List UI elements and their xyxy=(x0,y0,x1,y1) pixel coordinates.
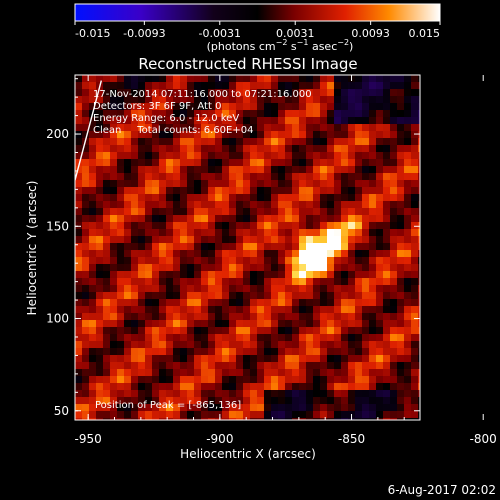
colorbar-tick-label: -0.0031 xyxy=(199,27,241,40)
plot-frame xyxy=(74,74,421,421)
x-axis-label: Heliocentric X (arcsec) xyxy=(180,447,316,461)
colorbar-tick-label: 0.015 xyxy=(409,27,441,40)
chart-title: Reconstructed RHESSI Image xyxy=(138,55,357,73)
colorbar-unit: (photons cm−2 s−1 asec−2) xyxy=(207,38,354,53)
annotation-block: 17-Nov-2014 07:11:16.000 to 07:21:16.000… xyxy=(93,89,312,136)
x-tick-label: -800 xyxy=(470,432,497,446)
annotation-energy: Energy Range: 6.0 - 12.0 keV xyxy=(93,113,239,124)
annotation-detectors: Detectors: 3F 6F 9F, Att 0 xyxy=(93,101,221,112)
y-axis-label: Heliocentric Y (arcsec) xyxy=(25,181,39,316)
y-axis-ticks: 50 100 150 200 xyxy=(46,78,420,418)
colorbar-tick-label: -0.015 xyxy=(75,27,110,40)
peak-position-label: Position of Peak = [-865,136] xyxy=(95,400,241,411)
annotation-time: 17-Nov-2014 07:11:16.000 to 07:21:16.000 xyxy=(93,89,312,100)
colorbar-tick-label: 0.0093 xyxy=(351,27,390,40)
y-tick-label: 50 xyxy=(54,404,69,418)
y-tick-label: 150 xyxy=(46,219,69,233)
y-tick-label: 200 xyxy=(46,127,69,141)
x-tick-label: -850 xyxy=(338,432,365,446)
colorbar-tick-label: 0.0031 xyxy=(276,27,315,40)
colorbar-tick-label: -0.0093 xyxy=(123,27,165,40)
footer-timestamp: 6-Aug-2017 02:02 xyxy=(388,483,496,497)
colorbar xyxy=(74,3,441,22)
x-tick-label: -950 xyxy=(75,432,102,446)
solar-limb-line xyxy=(75,80,103,181)
y-tick-label: 100 xyxy=(46,312,69,326)
x-axis-ticks: -950 -900 -850 -800 xyxy=(75,75,497,446)
colorbar-ticks: -0.015 -0.0093 -0.0031 0.0031 0.0093 0.015 xyxy=(74,21,441,40)
x-tick-label: -900 xyxy=(206,432,233,446)
heatmap-image xyxy=(75,75,420,420)
annotation-counts: Clean Total counts: 6.60E+04 xyxy=(93,125,253,136)
